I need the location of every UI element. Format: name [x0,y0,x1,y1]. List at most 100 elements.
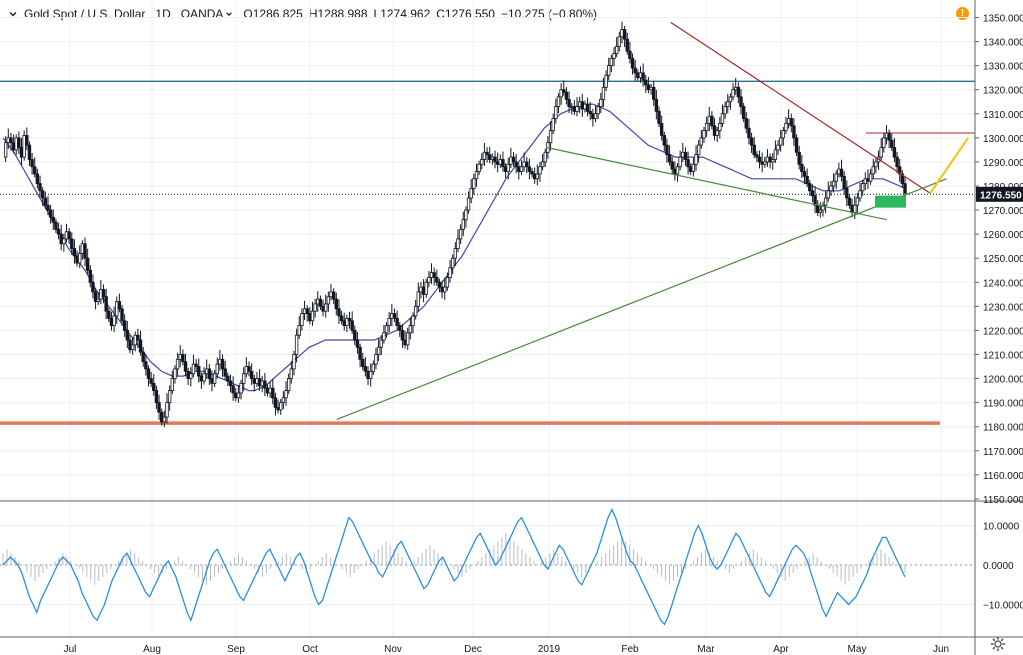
candle-body [371,363,376,372]
candle-body [511,156,516,163]
candle-body [488,154,492,160]
candle-body [128,339,132,351]
candle-body [472,178,476,189]
candle-body [850,204,854,213]
candle-body [887,132,891,141]
candle-body [358,346,362,360]
gear-icon[interactable] [990,636,1006,652]
candle-body [411,315,415,326]
candle-body [152,382,156,391]
candle-body [313,303,317,312]
candle-body [802,171,807,177]
candle-body [408,325,413,334]
candle-body [62,238,66,245]
time-tick-label: Sep [227,644,245,655]
candle-body [64,231,69,240]
price-tick-label: 1320.000 [983,86,1023,97]
candle-body [392,313,397,319]
candle-body [572,106,577,112]
candle-body [728,96,733,103]
candle-body [281,397,286,404]
candle-body [556,96,561,107]
price-gridlines [0,0,975,637]
candle-body [51,216,55,223]
candle-body [763,161,767,165]
candle-body [170,378,174,391]
candle-body [104,296,108,312]
candle-body [659,123,664,136]
candle-body [580,101,584,110]
candle-body [11,142,16,151]
time-tick-label: Oct [302,644,318,655]
candle-body [421,286,426,295]
candle-body [173,368,177,379]
price-tick-label: 1160.000 [983,471,1023,482]
candle-body [292,354,296,370]
candle-body [305,308,309,314]
oscillator-tick-label: 10.0000 [983,522,1020,533]
candle-body [294,334,299,355]
candle-body [649,86,653,91]
candle-body [273,397,278,408]
candle-body [845,187,849,199]
candle-body [485,151,489,156]
candle-body [786,118,791,124]
candle-body [892,147,897,158]
candle-body [638,72,643,79]
candle-body [427,277,431,283]
candle-body [506,163,510,172]
candle-body [829,185,833,192]
candle-body [752,144,756,156]
source-dropdown-icon[interactable] [225,10,233,18]
candle-body [342,320,346,326]
candle-body [324,303,328,312]
candle-body [379,339,383,348]
candle-body [747,127,751,139]
candle-body [495,161,500,165]
candle-body [175,358,180,370]
candle-body [204,368,209,375]
candle-body [466,197,471,211]
alert-icon[interactable]: ! [956,7,969,20]
candle-body [9,137,13,144]
chevron-down-icon[interactable] [8,9,18,19]
candle-body [350,320,354,331]
candle-body [56,228,61,235]
candle-body [406,332,410,346]
candle-body [19,147,24,158]
candle-body [654,98,659,112]
candle-body [339,315,344,322]
candle-body [607,65,611,76]
candle-body [853,204,857,213]
candle-body [707,115,711,124]
time-tick-label: Aug [143,644,161,655]
candle-body [255,378,259,384]
candle-body [387,317,391,326]
price-tick-label: 1230.000 [983,302,1023,313]
price-tick-label: 1250.000 [983,254,1023,265]
candle-body [297,325,301,336]
candle-body [792,125,796,139]
candle-body [17,137,21,148]
candle-body [691,163,696,172]
candle-body [154,390,159,404]
candle-body [461,219,465,230]
candle-body [794,137,799,153]
candle-body [723,106,727,115]
candle-body [218,358,222,365]
candle-body [247,366,251,372]
price-tick-label: 1330.000 [983,62,1023,73]
candle-body [847,197,852,206]
candle-body [316,298,320,305]
candle-body [831,180,836,187]
candle-body [194,363,198,367]
candle-body [226,375,230,382]
candle-body [40,190,45,199]
current-price-tag [976,186,1023,202]
candle-body [715,130,719,136]
candle-body [130,344,135,351]
candle-body [419,286,423,293]
candle-body [776,144,780,151]
